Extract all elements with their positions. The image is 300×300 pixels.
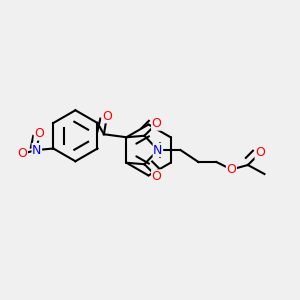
Text: O: O [152, 170, 161, 183]
Text: N: N [153, 143, 163, 157]
Text: O: O [102, 110, 112, 123]
Text: O: O [17, 147, 27, 160]
Text: N: N [32, 143, 41, 157]
Text: O: O [34, 127, 44, 140]
Text: O: O [255, 146, 265, 159]
Text: O: O [226, 163, 236, 176]
Text: O: O [152, 117, 161, 130]
